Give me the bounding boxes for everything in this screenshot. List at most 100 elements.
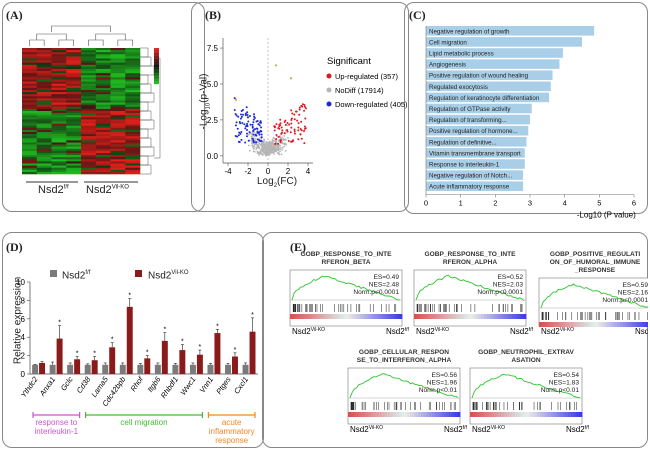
heatmap-cell xyxy=(66,153,82,156)
heatmap-cell xyxy=(66,85,82,89)
panel-d-label: (D) xyxy=(6,240,23,254)
volcano-point-down xyxy=(234,135,237,138)
heatmap-cell xyxy=(81,132,97,135)
gsea-rank-bar xyxy=(384,412,388,417)
heatmap-cell xyxy=(22,157,38,160)
qpcr-significance-star: * xyxy=(58,320,61,327)
heatmap-cell xyxy=(66,50,82,53)
volcano-point-nodiff xyxy=(265,148,267,151)
heatmap-cell xyxy=(36,123,52,126)
heatmap-cell xyxy=(66,159,82,162)
heatmap-cell xyxy=(36,71,52,74)
heatmap-cell xyxy=(36,58,52,61)
dendrogram-branch xyxy=(95,33,126,40)
gsea-rank-bar xyxy=(320,314,324,319)
heatmap-cell xyxy=(66,104,82,108)
gsea-rank-bar xyxy=(589,322,593,327)
gsea-rank-bar xyxy=(503,412,507,417)
heatmap-cell xyxy=(110,71,126,74)
heatmap-cell xyxy=(81,64,97,68)
gsea-rank-bar xyxy=(540,412,544,417)
legend-swatch xyxy=(154,76,159,79)
volcano-point-nodiff xyxy=(277,149,280,152)
volcano-point-nodiff xyxy=(250,140,253,143)
dendrogram-branch xyxy=(36,33,67,40)
volcano-point-nodiff xyxy=(278,139,280,141)
heatmap-cell xyxy=(81,106,97,110)
heatmap-cell xyxy=(125,56,141,59)
gsea-rank-bar xyxy=(378,412,382,417)
volcano-point-nodiff xyxy=(259,136,262,139)
volcano-point-up xyxy=(304,117,307,120)
qpcr-bar-ko xyxy=(249,331,256,374)
heatmap-cell xyxy=(125,123,141,126)
heatmap-cell xyxy=(110,85,126,89)
gsea-rank-bar xyxy=(514,412,518,417)
go-bar xyxy=(426,114,530,125)
volcano-point-nodiff xyxy=(265,141,268,144)
gsea-rank-bar xyxy=(326,314,330,319)
gsea-rank-bar xyxy=(561,322,565,327)
heatmap-cell xyxy=(81,60,97,63)
qpcr-y-tick-label: 4 xyxy=(21,333,26,342)
heatmap-cell xyxy=(110,159,126,162)
panel-e-frame xyxy=(262,232,648,448)
heatmap-cell xyxy=(36,113,52,116)
heatmap-cell xyxy=(81,142,97,145)
heatmap-cell xyxy=(110,132,126,135)
volcano-point-nodiff xyxy=(271,146,274,149)
volcano-point-up xyxy=(303,105,306,108)
gsea-rank-bar xyxy=(568,412,572,417)
gsea-rank-bar xyxy=(453,314,457,319)
dendrogram-branch xyxy=(140,110,152,121)
heatmap-cell xyxy=(125,134,141,137)
heatmap-cell xyxy=(51,169,67,173)
gsea-stat: Norm.p<0.01 xyxy=(419,387,458,394)
heatmap-cell xyxy=(36,50,52,53)
volcano-point-nodiff xyxy=(257,141,260,144)
legend-swatch xyxy=(154,52,159,55)
gsea-rank-bar xyxy=(436,314,440,319)
volcano-point-nodiff xyxy=(261,147,263,149)
heatmap-cell xyxy=(22,167,38,171)
heatmap-cell xyxy=(81,50,97,53)
gsea-rank-bar xyxy=(454,412,458,417)
heatmap-cell xyxy=(66,87,82,91)
gsea-rank-bar xyxy=(495,412,499,417)
gsea-rank-bar xyxy=(374,314,378,319)
gsea-stat: ES=0.56 xyxy=(432,372,458,379)
gsea-rank-bar xyxy=(489,412,493,417)
heatmap-cell xyxy=(36,144,52,147)
heatmap-cell xyxy=(51,129,67,133)
gsea-rank-bar xyxy=(388,314,392,319)
heatmap-cell xyxy=(66,171,82,175)
volcano-legend-swatch xyxy=(326,87,332,93)
qpcr-bar-ko xyxy=(231,356,238,374)
gsea-rank-bar xyxy=(470,412,474,417)
volcano-point-up xyxy=(275,138,278,141)
volcano-point-down xyxy=(240,138,243,141)
qpcr-significance-star: * xyxy=(93,351,96,358)
heatmap-cell xyxy=(51,94,67,97)
gsea-rank-bar xyxy=(517,412,521,417)
gsea-title: GOBP_POSITIVE_REGULATI xyxy=(550,251,641,258)
heatmap-cell xyxy=(95,144,111,147)
volcano-point-up xyxy=(304,107,307,110)
heatmap-cell xyxy=(51,150,67,154)
qpcr-bar-ff xyxy=(32,364,39,374)
heatmap-cell xyxy=(125,87,141,91)
heatmap-cell xyxy=(125,75,141,78)
heatmap-cell xyxy=(22,98,38,101)
heatmap-cell xyxy=(110,90,126,93)
legend-swatch xyxy=(154,73,159,75)
heatmap-cell xyxy=(51,136,67,139)
qpcr-y-tick-label: 2 xyxy=(21,352,26,361)
volcano-point-up xyxy=(277,142,280,145)
heatmap-cell xyxy=(51,144,67,147)
volcano-point-down xyxy=(246,111,249,114)
volcano-point-up xyxy=(290,109,293,112)
gsea-rank-bar xyxy=(318,314,322,319)
volcano-point-up xyxy=(297,126,300,129)
heatmap-cell xyxy=(81,85,97,89)
qpcr-bar-ko xyxy=(196,354,203,374)
